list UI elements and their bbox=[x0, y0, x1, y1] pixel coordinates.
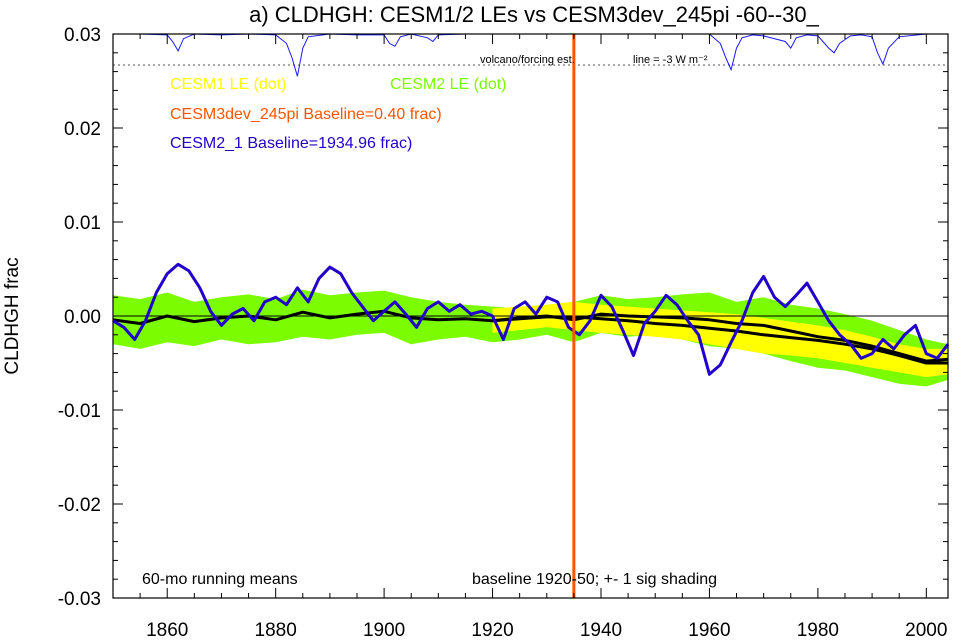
x-tick-label: 2000 bbox=[905, 620, 947, 641]
y-tick-label: 0.01 bbox=[64, 213, 101, 234]
cesm2-spread-band bbox=[113, 289, 948, 387]
legend-cesm2: CESM2 LE (dot) bbox=[390, 76, 506, 93]
x-tick-label: 1860 bbox=[146, 620, 188, 641]
x-tick-label: 1980 bbox=[797, 620, 839, 641]
x-tick-label: 1960 bbox=[688, 620, 730, 641]
x-tick-label: 1880 bbox=[255, 620, 297, 641]
series-line-cesm21 bbox=[112, 262, 950, 376]
y-tick-label: 0.02 bbox=[64, 119, 101, 140]
legend-cesm1: CESM1 LE (dot) bbox=[170, 76, 286, 93]
y-tick-label: 0.03 bbox=[64, 25, 101, 46]
x-tick-label: 1900 bbox=[363, 620, 405, 641]
volcano-line-label: line = -3 W m⁻² bbox=[633, 54, 708, 66]
y-axis-label: CLDHGH frac bbox=[2, 257, 23, 374]
y-tick-label: 0.00 bbox=[64, 307, 101, 328]
y-tick-label: -0.03 bbox=[58, 589, 101, 610]
y-tick-label: -0.01 bbox=[58, 401, 101, 422]
cesm1-spread-band bbox=[492, 301, 948, 378]
chart-title: a) CLDHGH: CESM1/2 LEs vs CESM3dev_245pi… bbox=[249, 2, 820, 27]
x-tick-label: 1940 bbox=[580, 620, 622, 641]
legend-cesm21: CESM2_1 Baseline=1934.96 frac) bbox=[170, 135, 412, 152]
baseline-note: baseline 1920-50; +- 1 sig shading bbox=[472, 571, 717, 588]
running-means-note: 60-mo running means bbox=[142, 571, 298, 588]
x-tick-label: 1920 bbox=[471, 620, 513, 641]
plot-area: 1860 1880 1900 1920 1940 1960 1980 2000 -0.03 -0.… bbox=[58, 25, 950, 641]
volcano-label: volcano/forcing est. bbox=[480, 54, 575, 66]
y-tick-label: -0.02 bbox=[58, 495, 101, 516]
legend-cesm3: CESM3dev_245pi Baseline=0.40 frac) bbox=[170, 106, 442, 123]
